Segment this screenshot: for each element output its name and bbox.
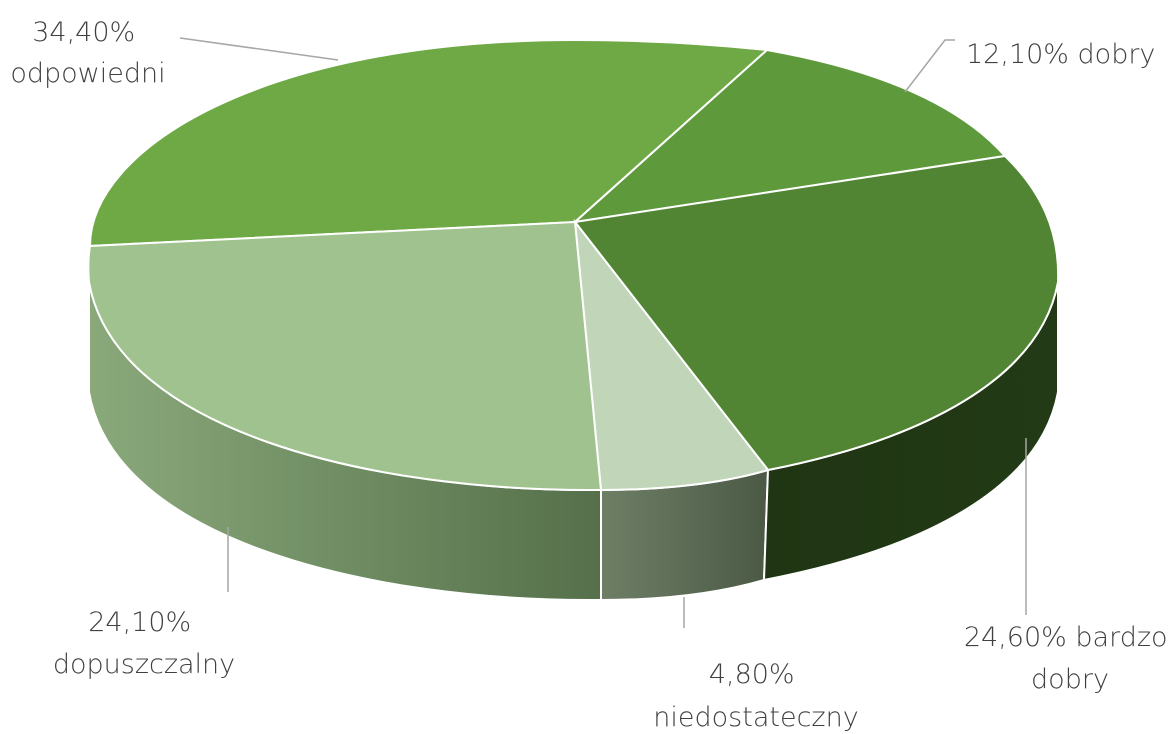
slice-dopuszczalny (87, 220, 603, 492)
leader-line-dobry (904, 39, 955, 93)
data-label-niedostateczny: 4,80% niedostateczny (653, 659, 858, 733)
data-label-bardzo-dobry: 24,60% bardzo dobry (964, 622, 1175, 695)
slice-odpowiedni (88, 38, 770, 248)
leader-lines (179, 37, 1027, 628)
data-labels: 34,40% odpowiedni 12,10% dobry 24,60% ba… (10, 17, 1175, 733)
data-label-dopuszczalny: 24,10% dopuszczalny (53, 607, 235, 680)
slice-niedostateczny (573, 218, 770, 492)
slice-bardzo-dobry (573, 154, 1060, 472)
slice-dobry (571, 48, 1007, 224)
data-label-odpowiedni: 34,40% odpowiedni (10, 17, 165, 89)
data-label-dobry: 12,10% dobry (966, 39, 1155, 70)
leader-line-odpowiedni (179, 37, 339, 61)
pie-top (87, 38, 1060, 492)
